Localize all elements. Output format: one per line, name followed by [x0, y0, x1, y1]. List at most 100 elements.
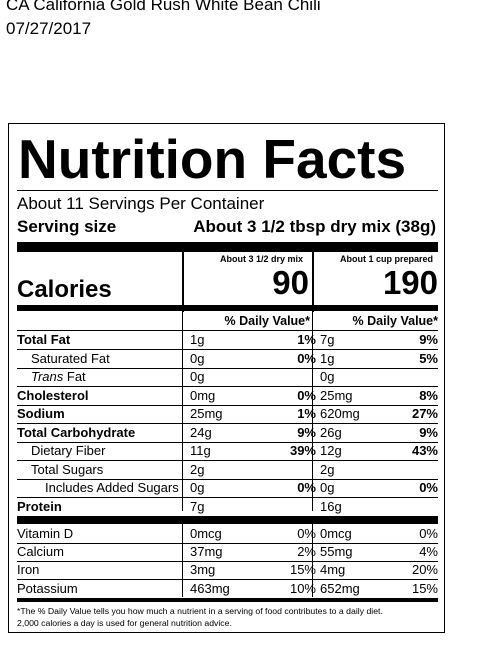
- amount-col2: 620mg: [320, 406, 360, 421]
- percent-col1: 0%: [297, 526, 316, 541]
- nutrient-row: Cholesterol 0mg 0% 25mg 8%: [17, 387, 438, 406]
- amount-col2: 2g: [320, 461, 335, 477]
- nutrient-row: Protein 7g 16g: [17, 498, 438, 517]
- column-divider-bottom: [182, 524, 183, 597]
- row-divider: [17, 423, 438, 424]
- percent-col2: 0%: [419, 526, 438, 541]
- calories-value-2: 190: [382, 264, 438, 301]
- percent-col2: 0%: [419, 480, 438, 495]
- dv-header-1: % Daily Value*: [224, 314, 310, 328]
- amount-col1: 1g: [190, 332, 205, 347]
- row-divider: [17, 478, 438, 480]
- column-divider-top-2: [312, 252, 314, 312]
- percent-col1: 1%: [297, 332, 316, 347]
- amount-col1: 37mg: [190, 544, 223, 560]
- nutrient-name-italic: Trans: [31, 369, 64, 384]
- calories-value-1: 90: [272, 264, 309, 301]
- nutrient-name: Dietary Fiber: [31, 443, 106, 458]
- nutrition-facts-title: Nutrition Facts: [18, 128, 407, 190]
- percent-col1: 0%: [297, 350, 316, 366]
- nutrient-name: Sodium: [17, 406, 65, 421]
- product-name: CA California Gold Rush White Bean Chili: [6, 0, 321, 14]
- amount-col2: 1g: [320, 350, 335, 366]
- row-divider: [17, 404, 438, 406]
- percent-col2: 27%: [411, 406, 438, 421]
- amount-col1: 463mg: [190, 580, 230, 596]
- nutrient-row: Total Fat 1g 1% 7g 9%: [17, 331, 438, 350]
- nutrient-name: Total Sugars: [31, 461, 104, 477]
- thick-rule-top: [17, 242, 438, 252]
- nutrient-name: Cholesterol: [17, 387, 89, 403]
- nutrient-name: Total Carbohydrate: [17, 424, 136, 440]
- vitamin-row: Potassium 463mg 10% 652mg 15%: [17, 580, 438, 599]
- amount-col1: 2g: [190, 461, 205, 477]
- nutrient-row: Total Sugars 2g 2g: [17, 461, 438, 480]
- nutrient-row: Saturated Fat 0g 0% 1g 5%: [17, 350, 438, 369]
- nutrient-name: Iron: [17, 562, 40, 578]
- amount-col1: 7g: [190, 498, 205, 514]
- row-divider: [17, 497, 438, 498]
- percent-col1: 2%: [297, 544, 316, 560]
- vitamin-row: Iron 3mg 15% 4mg 20%: [17, 561, 438, 580]
- percent-col1: 0%: [297, 480, 316, 495]
- column-divider-mid-2: [312, 311, 313, 511]
- amount-col1: 0mcg: [190, 526, 222, 541]
- percent-col1: 1%: [297, 406, 316, 421]
- amount-col1: 3mg: [190, 562, 216, 578]
- amount-col2: 55mg: [320, 544, 353, 560]
- amount-col2: 4mg: [320, 562, 346, 578]
- nutrient-row: Total Carbohydrate 24g 9% 26g 9%: [17, 424, 438, 443]
- nutrient-name: Vitamin D: [17, 526, 74, 541]
- nutrient-row: Includes Added Sugars 0g 0% 0g 0%: [17, 479, 438, 498]
- row-divider: [17, 460, 438, 461]
- percent-col2: 20%: [411, 562, 438, 578]
- serving-size-value: About 3 1/2 tbsp dry mix (38g): [193, 217, 436, 236]
- percent-col2: 4%: [419, 544, 438, 560]
- nutrient-name: Trans Fat: [31, 369, 86, 384]
- calories-label: Calories: [17, 276, 112, 303]
- percent-col2: 9%: [419, 332, 438, 347]
- footnote-line-2: 2,000 calories a day is used for general…: [17, 618, 232, 628]
- servings-per-container: About 11 Servings Per Container: [17, 194, 265, 213]
- vitamin-row: Calcium 37mg 2% 55mg 4%: [17, 543, 438, 562]
- label-date: 07/27/2017: [6, 19, 92, 38]
- row-divider: [17, 349, 438, 350]
- dv-header-2: % Daily Value*: [352, 314, 438, 328]
- amount-col1: 0g: [190, 369, 205, 384]
- amount-col2: 652mg: [320, 580, 360, 596]
- row-divider: [17, 386, 438, 387]
- percent-col2: 43%: [411, 443, 438, 458]
- column-divider-top: [182, 252, 184, 312]
- percent-col1: 39%: [289, 443, 316, 458]
- percent-col2: 5%: [419, 350, 438, 366]
- nutrient-name: Potassium: [17, 580, 78, 596]
- nutrient-name-rest: Fat: [63, 369, 86, 384]
- amount-col1: 11g: [190, 443, 211, 458]
- row-divider: [17, 441, 438, 443]
- percent-col2: 8%: [419, 387, 438, 403]
- row-divider: [17, 579, 438, 581]
- amount-col1: 0mg: [190, 387, 216, 403]
- nutrient-row: Dietary Fiber 11g 39% 12g 43%: [17, 442, 438, 461]
- amount-col1: 0g: [190, 350, 205, 366]
- column-divider-bottom-2: [312, 524, 313, 597]
- serving-size-label: Serving size: [17, 217, 117, 236]
- amount-col2: 16g: [320, 498, 342, 514]
- percent-col2: 9%: [419, 424, 438, 440]
- footnote-line-1: *The % Daily Value tells you how much a …: [17, 606, 383, 616]
- amount-col2: 7g: [320, 332, 335, 347]
- col1-header: About 3 1/2 dry mix: [220, 254, 304, 264]
- thick-rule-footnote: [17, 598, 438, 602]
- percent-col1: 10%: [289, 580, 316, 596]
- amount-col2: 25mg: [320, 387, 353, 403]
- percent-col1: 15%: [289, 562, 316, 578]
- row-divider: [17, 542, 438, 544]
- thick-rule-vitamins: [17, 516, 438, 524]
- dv-header-rule: [17, 330, 438, 331]
- row-divider: [17, 560, 438, 562]
- amount-col1: 24g: [190, 424, 212, 440]
- thick-rule-calories: [17, 305, 438, 311]
- nutrition-facts-panel: Nutrition Facts About 11 Servings Per Co…: [8, 123, 445, 633]
- amount-col2: 26g: [320, 424, 342, 440]
- nutrient-name: Calcium: [17, 544, 64, 560]
